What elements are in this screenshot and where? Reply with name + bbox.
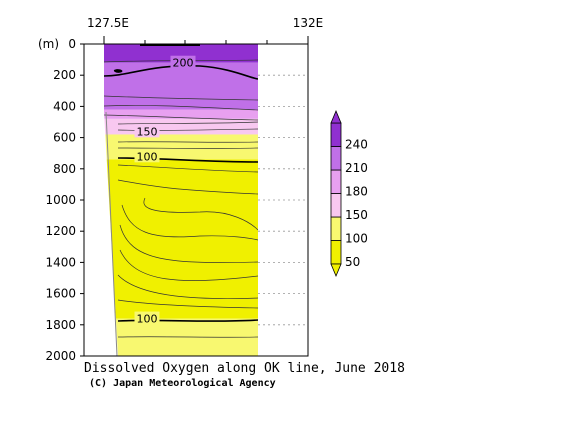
contour-line	[117, 164, 258, 173]
y-tick-label: 1200	[45, 224, 76, 238]
contour-line	[119, 224, 258, 263]
y-tick-label: 1400	[45, 255, 76, 269]
contour-label-bg	[170, 55, 196, 69]
contour-label: 100	[137, 313, 158, 326]
credit-label: (C) Japan Meteorological Agency	[89, 377, 276, 389]
oxygen-band	[104, 159, 258, 319]
contour-line	[117, 274, 258, 299]
x-tick-label: 127.5E	[87, 16, 129, 30]
y-axis: 0 200 400 600 800 1000 1200 1400 1600 1800 2000	[45, 37, 84, 363]
y-tick-label: 1800	[45, 318, 76, 332]
y-tick-label: 200	[53, 68, 76, 82]
oxygen-band	[104, 62, 258, 110]
y-tick-label: 600	[53, 131, 76, 145]
oxygen-bands	[104, 44, 258, 356]
contour-line-major	[117, 157, 258, 163]
colorbar-swatch	[330, 169, 342, 194]
y-tick-label: 800	[53, 162, 76, 176]
contour-line	[117, 128, 258, 131]
oxygen-band	[104, 109, 258, 119]
contour-line	[117, 179, 258, 195]
contour-line	[143, 197, 258, 231]
contour-line	[104, 114, 258, 121]
colorbar-label: 180	[345, 185, 368, 199]
x-tick-label: 132E	[293, 16, 324, 30]
colorbar-label: 150	[345, 208, 368, 222]
colorbar-label: 100	[345, 232, 368, 246]
x-axis: 127.5E 132E	[87, 16, 324, 46]
oxygen-band	[104, 44, 258, 63]
contour-labels: 200 150 100 100	[134, 55, 196, 326]
colorbar-legend: 50 100 150 180 210 240	[330, 109, 368, 278]
colorbar-swatch	[330, 193, 342, 218]
colorbar-under-arrow	[330, 263, 342, 278]
contour-line-major	[117, 319, 258, 322]
colorbar-label: 210	[345, 161, 368, 175]
section-boundary-line	[105, 111, 118, 357]
grid-lines	[258, 74, 308, 326]
colorbar-swatch	[330, 146, 342, 171]
y-tick-label: 1000	[45, 193, 76, 207]
oxygen-band	[104, 134, 258, 160]
contour-lines	[104, 59, 258, 338]
contour-label-bg	[134, 149, 160, 163]
colorbar-label: 50	[345, 255, 360, 269]
contour-line	[119, 249, 258, 281]
contour-line	[104, 95, 258, 101]
contour-line	[117, 336, 258, 338]
contour-line-major	[113, 69, 123, 73]
y-tick-label: 0	[68, 37, 76, 51]
contour-line	[104, 105, 258, 111]
colorbar-swatch	[330, 216, 342, 241]
y-tick-label: 1600	[45, 287, 76, 301]
oxygen-band	[104, 118, 258, 135]
chart-title: Dissolved Oxygen along OK line, June 201…	[84, 361, 405, 376]
contour-label: 150	[137, 125, 158, 138]
contour-label: 200	[173, 57, 194, 70]
contour-line	[117, 299, 258, 309]
colorbar-label: 240	[345, 138, 368, 152]
y-unit-label: (m)	[38, 37, 59, 51]
contour-line	[117, 141, 258, 143]
contour-line-major	[104, 64, 258, 80]
contour-label-bg	[134, 124, 160, 138]
y-tick-label: 2000	[45, 349, 76, 363]
colorbar-swatch	[330, 240, 342, 265]
contour-label: 100	[137, 150, 158, 163]
contour-line	[121, 204, 258, 241]
colorbar-swatch	[330, 122, 342, 147]
contour-line	[117, 121, 258, 125]
contour-label-bg	[134, 311, 160, 325]
colorbar-over-arrow	[330, 109, 342, 124]
y-tick-label: 400	[53, 99, 76, 113]
